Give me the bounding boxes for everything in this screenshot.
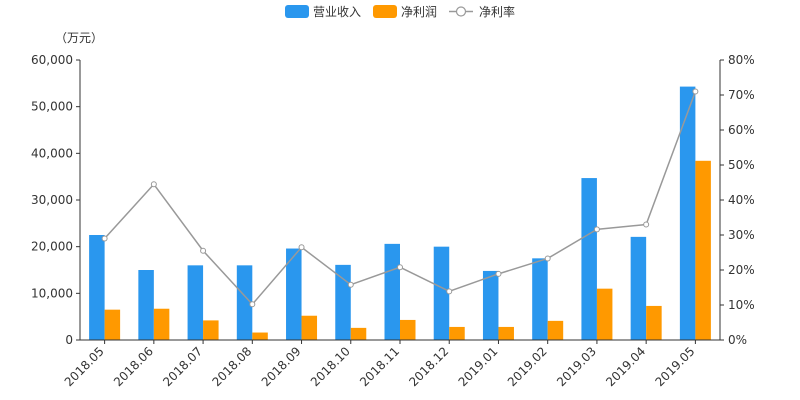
bar-net-profit	[596, 288, 613, 340]
bar-net-profit	[203, 320, 219, 340]
legend: 营业收入 净利润 净利率	[285, 4, 515, 19]
bar-net-profit	[153, 308, 170, 340]
margin-point	[249, 301, 256, 308]
bar-net-profit	[547, 320, 564, 340]
bar-revenue	[286, 248, 302, 340]
x-tick-label: 2018.09	[259, 344, 304, 389]
bar-net-profit	[646, 305, 662, 340]
bar-revenue	[482, 270, 499, 340]
margin-point	[347, 281, 354, 288]
bar-revenue	[581, 178, 597, 340]
y-left-tick-label: 20,000	[31, 240, 73, 254]
bar-revenue	[433, 246, 450, 340]
margin-point	[593, 226, 600, 233]
y-left-tick-label: 60,000	[31, 53, 73, 67]
margin-point	[643, 221, 650, 228]
y-left-ticks: 0 10,000 20,000 30,000 40,000 50,000 60,000	[31, 53, 80, 347]
legend-swatch-profit	[373, 5, 397, 18]
y-right-tick-label: 60%	[728, 123, 755, 137]
y-right-tick-label: 20%	[728, 263, 755, 277]
margin-point	[150, 181, 157, 188]
bar-net-profit	[350, 327, 367, 340]
bar-revenue	[236, 265, 253, 340]
x-tick-label: 2018.08	[209, 344, 254, 389]
y-right-tick-label: 80%	[728, 53, 755, 67]
y-right-tick-label: 70%	[728, 88, 755, 102]
x-tick-label: 2019.01	[456, 344, 501, 389]
bar-net-profit	[104, 309, 121, 340]
x-ticks: 2018.05 2018.06 2018.07 2018.08 2018.09 2018.…	[62, 340, 698, 389]
x-tick-label: 2019.02	[505, 344, 550, 389]
x-tick-label: 2019.04	[603, 344, 648, 389]
x-tick-label: 2018.05	[62, 344, 107, 389]
legend-label-profit: 净利润	[401, 5, 437, 19]
y-left-tick-label: 30,000	[31, 193, 73, 207]
bar-revenue	[89, 235, 105, 340]
margin-point	[397, 264, 403, 271]
margin-point	[298, 244, 305, 251]
bar-revenue	[138, 270, 154, 340]
margin-point	[544, 255, 551, 262]
x-tick-label: 2018.06	[111, 344, 156, 389]
bar-revenue	[187, 265, 204, 340]
y-right-ticks: 0% 10% 20% 30% 40% 50% 60% 70% 80%	[720, 53, 755, 347]
margin-point	[101, 235, 108, 242]
y-right-tick-label: 50%	[728, 158, 755, 172]
bar-revenue	[532, 258, 548, 340]
bar-revenue	[630, 236, 647, 340]
x-tick-label: 2018.10	[308, 344, 353, 389]
y-left-tick-label: 10,000	[31, 286, 73, 300]
y-left-tick-label: 40,000	[31, 146, 73, 160]
x-tick-label: 2019.05	[653, 344, 698, 389]
margin-line	[101, 88, 699, 308]
bar-net-profit	[449, 326, 465, 340]
y-right-tick-label: 40%	[728, 193, 755, 207]
x-tick-label: 2018.11	[357, 344, 402, 389]
bar-revenue	[335, 264, 351, 340]
y-right-tick-label: 0%	[728, 333, 747, 347]
margin-point	[692, 88, 699, 95]
margin-point	[446, 288, 453, 295]
margin-point	[200, 247, 207, 254]
legend-label-revenue: 营业收入	[313, 5, 361, 19]
legend-swatch-revenue	[285, 5, 309, 18]
bar-net-profit	[252, 332, 268, 340]
x-tick-label: 2018.12	[406, 344, 451, 389]
bars	[89, 86, 711, 340]
bar-revenue	[679, 86, 696, 340]
y-left-tick-label: 0	[65, 333, 73, 347]
bar-net-profit	[400, 319, 416, 340]
legend-marker-margin	[455, 6, 467, 17]
margin-point	[495, 270, 502, 277]
y-right-tick-label: 10%	[728, 298, 755, 312]
legend-label-margin: 净利率	[479, 4, 515, 19]
y-left-tick-label: 50,000	[31, 100, 73, 114]
bar-net-profit	[498, 326, 514, 340]
x-tick-label: 2019.03	[554, 344, 599, 389]
bar-net-profit	[695, 160, 711, 340]
unit-label: （万元）	[55, 31, 103, 45]
x-tick-label: 2018.07	[160, 344, 205, 389]
bar-net-profit	[301, 315, 318, 340]
y-right-tick-label: 30%	[728, 228, 755, 242]
bar-revenue	[384, 243, 400, 340]
